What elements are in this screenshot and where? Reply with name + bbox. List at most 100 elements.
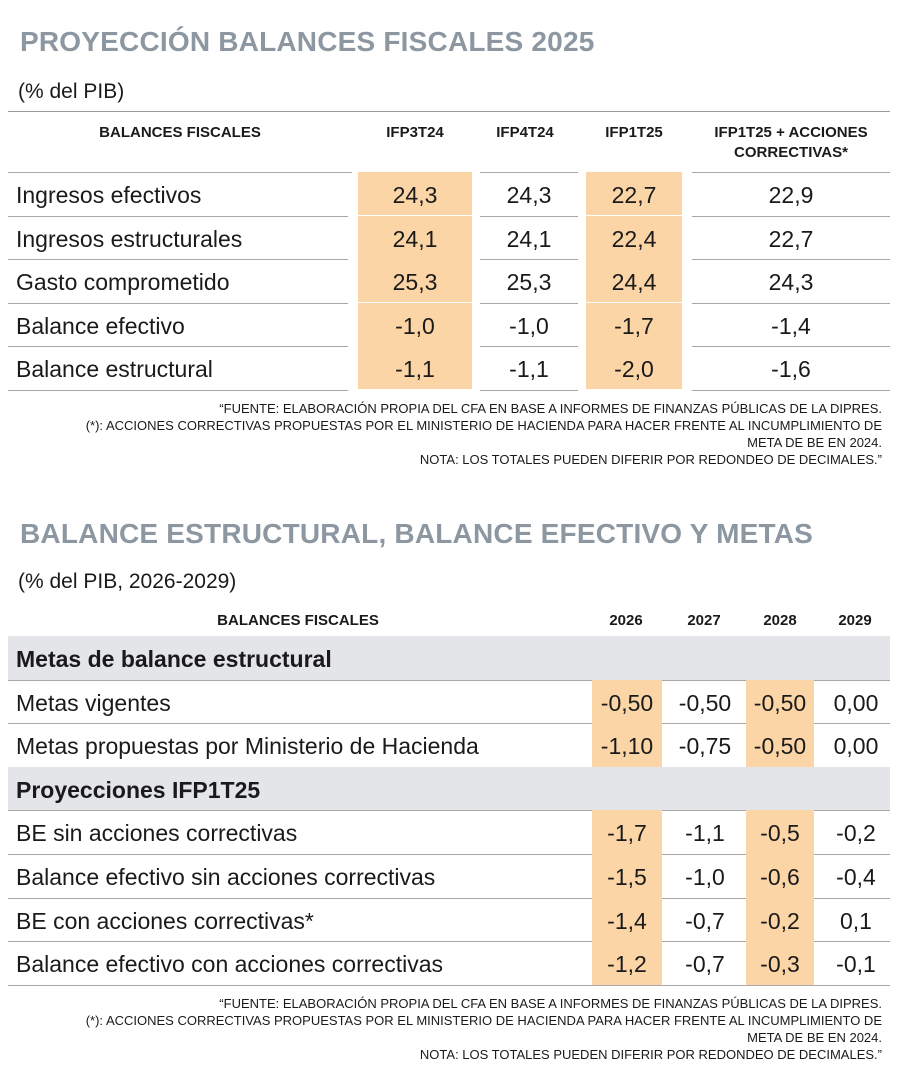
table-cell: 24,3 xyxy=(768,269,814,295)
column-header-ifp1t25-correctivas: IFP1T25 + ACCIONES CORRECTIVAS* xyxy=(714,124,868,161)
table-cell: -1,1 xyxy=(685,820,725,847)
column-header-2026: 2026 xyxy=(609,612,643,629)
row-divider xyxy=(8,259,348,260)
row-label: Ingresos efectivos xyxy=(16,182,202,208)
column-header-2027: 2027 xyxy=(687,612,721,629)
table-cell: -1,1 xyxy=(509,356,549,382)
row-label: Balance efectivo xyxy=(16,312,185,339)
table-cell: 22,7 xyxy=(768,225,814,252)
table-cell: -0,2 xyxy=(836,820,876,847)
row-label: Balance estructural xyxy=(16,356,213,382)
row-divider xyxy=(480,259,578,260)
row-label: Gasto comprometido xyxy=(16,269,230,295)
note-line: (*): ACCIONES CORRECTIVAS PROPUESTAS POR… xyxy=(85,418,882,433)
table-row: Ingresos efectivos 24,3 24,3 22,7 22,9 xyxy=(8,172,890,215)
row-divider xyxy=(8,984,890,986)
note-line: “FUENTE: ELABORACIÓN PROPIA DEL CFA EN B… xyxy=(219,996,882,1011)
section-header-label: Proyecciones IFP1T25 xyxy=(16,776,261,803)
table-cell: -2,0 xyxy=(586,346,682,389)
table-cell: 24,3 xyxy=(506,182,552,208)
row-label: BE con acciones correctivas* xyxy=(16,907,314,934)
table-row: Balance efectivo sin acciones correctiva… xyxy=(8,854,890,898)
table-cell: -0,4 xyxy=(836,864,876,890)
row-divider xyxy=(8,679,890,681)
table-top-border xyxy=(8,111,890,112)
table-row: BE sin acciones correctivas -1,7 -1,1 -0,5-… xyxy=(8,810,890,855)
table-cell: -1,7 xyxy=(586,302,682,346)
header-divider xyxy=(480,172,578,173)
table-cell: 24,1 xyxy=(506,225,552,252)
row-divider xyxy=(8,215,348,217)
note-line: NOTA: LOS TOTALES PUEDEN DIFERIR POR RED… xyxy=(419,452,882,467)
table-cell: -0,3 xyxy=(746,941,814,986)
table-cell: -1,5 xyxy=(592,854,662,898)
table-cell: -0,50 xyxy=(746,679,814,724)
table-cell: -0,6 xyxy=(746,854,814,898)
table-cell: -0,5 xyxy=(746,810,814,855)
column-header-ifp4t24: IFP4T24 xyxy=(496,124,554,141)
row-divider xyxy=(8,302,348,304)
table-row: Metas vigentes -0,50 -0,50 -0,50 0,00 xyxy=(8,679,890,724)
table-row: BE con acciones correctivas* -1,4 -0,7 -0,2… xyxy=(8,897,890,942)
column-header-2028: 2028 xyxy=(763,612,797,629)
table-cell: -1,0 xyxy=(358,302,472,346)
table-cell: -1,2 xyxy=(592,941,662,986)
column-header-ifp1t25: IFP1T25 xyxy=(605,124,663,141)
table-cell: 22,9 xyxy=(768,182,814,208)
section-header-label: Metas de balance estructural xyxy=(16,646,332,672)
table-row: Gasto comprometido 25,3 25,3 24,4 24,3 xyxy=(8,259,890,302)
table-cell: -1,4 xyxy=(592,897,662,942)
table-cell: -1,7 xyxy=(592,810,662,855)
table-cell: 24,3 xyxy=(358,172,472,215)
section2-notes: “FUENTE: ELABORACIÓN PROPIA DEL CFA EN B… xyxy=(86,995,882,1063)
row-divider xyxy=(480,389,578,391)
table-cell: -0,7 xyxy=(685,951,725,978)
table-cell: -0,1 xyxy=(836,951,876,978)
table-cell: -1,0 xyxy=(685,864,725,890)
table-cell: -0,50 xyxy=(678,689,732,716)
row-divider xyxy=(8,897,890,899)
row-divider xyxy=(8,810,890,812)
table-cell: 24,4 xyxy=(586,259,682,302)
column-header-ifp3t24: IFP3T24 xyxy=(386,124,444,141)
note-line: (*): ACCIONES CORRECTIVAS PROPUESTAS POR… xyxy=(85,1013,882,1028)
row-label: BE sin acciones correctivas xyxy=(16,820,298,847)
row-label: Metas vigentes xyxy=(16,689,171,716)
table-cell: -0,50 xyxy=(592,679,662,724)
table-cell: 25,3 xyxy=(506,269,552,295)
table-cell: 0,00 xyxy=(833,733,879,760)
column-header-2029: 2029 xyxy=(838,612,872,629)
note-line: META DE BE EN 2024. xyxy=(747,1030,882,1045)
section-header-row: Metas de balance estructural xyxy=(8,636,890,680)
table-row: Metas propuestas por Ministerio de Hacie… xyxy=(8,723,890,768)
table-cell: -1,10 xyxy=(592,723,662,768)
table-cell: 0,00 xyxy=(833,689,879,716)
row-divider xyxy=(692,259,890,260)
table-row: Balance efectivo con acciones correctiva… xyxy=(8,941,890,986)
table-cell: 0,1 xyxy=(840,907,872,934)
column-header-balances: BALANCES FISCALES xyxy=(217,612,379,629)
row-divider xyxy=(692,215,890,217)
row-divider xyxy=(692,346,890,347)
table-cell: -1,4 xyxy=(771,312,811,339)
table-cell: -0,2 xyxy=(746,897,814,942)
row-divider xyxy=(692,389,890,391)
table-cell: -1,0 xyxy=(509,312,549,339)
row-label: Metas propuestas por Ministerio de Hacie… xyxy=(16,733,479,760)
table-row: Balance efectivo -1,0 -1,0 -1,7 -1,4 xyxy=(8,302,890,346)
row-divider xyxy=(8,389,348,391)
row-divider xyxy=(480,346,578,347)
header-divider xyxy=(692,172,890,173)
row-divider xyxy=(8,723,890,725)
section-header-row: Proyecciones IFP1T25 xyxy=(8,766,890,811)
table-cell: 22,7 xyxy=(586,172,682,215)
section1-notes: “FUENTE: ELABORACIÓN PROPIA DEL CFA EN B… xyxy=(86,400,882,468)
table-cell: -1,6 xyxy=(771,356,811,382)
row-label: Balance efectivo sin acciones correctiva… xyxy=(16,864,436,890)
section2-title: BALANCE ESTRUCTURAL, BALANCE EFECTIVO Y … xyxy=(20,518,814,549)
row-label: Ingresos estructurales xyxy=(16,225,243,252)
row-label: Balance efectivo con acciones correctiva… xyxy=(16,951,443,978)
table-row: Ingresos estructurales 24,1 24,1 22,4 22,7 xyxy=(8,215,890,259)
row-divider xyxy=(8,854,890,855)
table-cell: -0,50 xyxy=(746,723,814,768)
